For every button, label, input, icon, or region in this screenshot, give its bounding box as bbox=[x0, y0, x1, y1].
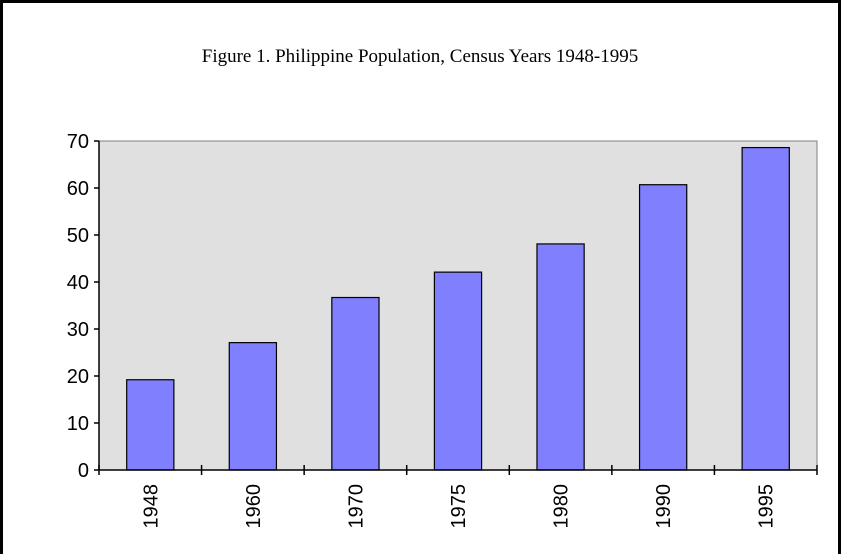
bar bbox=[638, 184, 688, 471]
bar bbox=[126, 379, 175, 471]
bar bbox=[536, 243, 585, 471]
y-tick-label: 20 bbox=[67, 366, 89, 388]
bar bbox=[741, 146, 790, 471]
x-tick-label: 1990 bbox=[653, 484, 675, 529]
bar bbox=[331, 296, 380, 471]
x-tick-label: 1970 bbox=[345, 484, 367, 529]
bar bbox=[433, 271, 483, 471]
y-tick-label: 10 bbox=[67, 413, 89, 435]
y-tick-label: 0 bbox=[78, 460, 89, 482]
x-tick-label: 1960 bbox=[243, 484, 265, 529]
x-tick-label: 1948 bbox=[140, 484, 162, 529]
y-tick-label: 70 bbox=[67, 131, 89, 153]
x-tick-label: 1980 bbox=[551, 484, 573, 529]
y-tick-label: 30 bbox=[67, 319, 89, 341]
bar bbox=[228, 342, 278, 471]
x-tick-label: 1995 bbox=[756, 484, 778, 529]
y-tick-label: 40 bbox=[67, 272, 89, 294]
x-tick-label: 1975 bbox=[448, 484, 470, 529]
y-tick-label: 60 bbox=[67, 178, 89, 200]
chart-title: Figure 1. Philippine Population, Census … bbox=[202, 46, 638, 67]
y-tick-label: 50 bbox=[67, 225, 89, 247]
